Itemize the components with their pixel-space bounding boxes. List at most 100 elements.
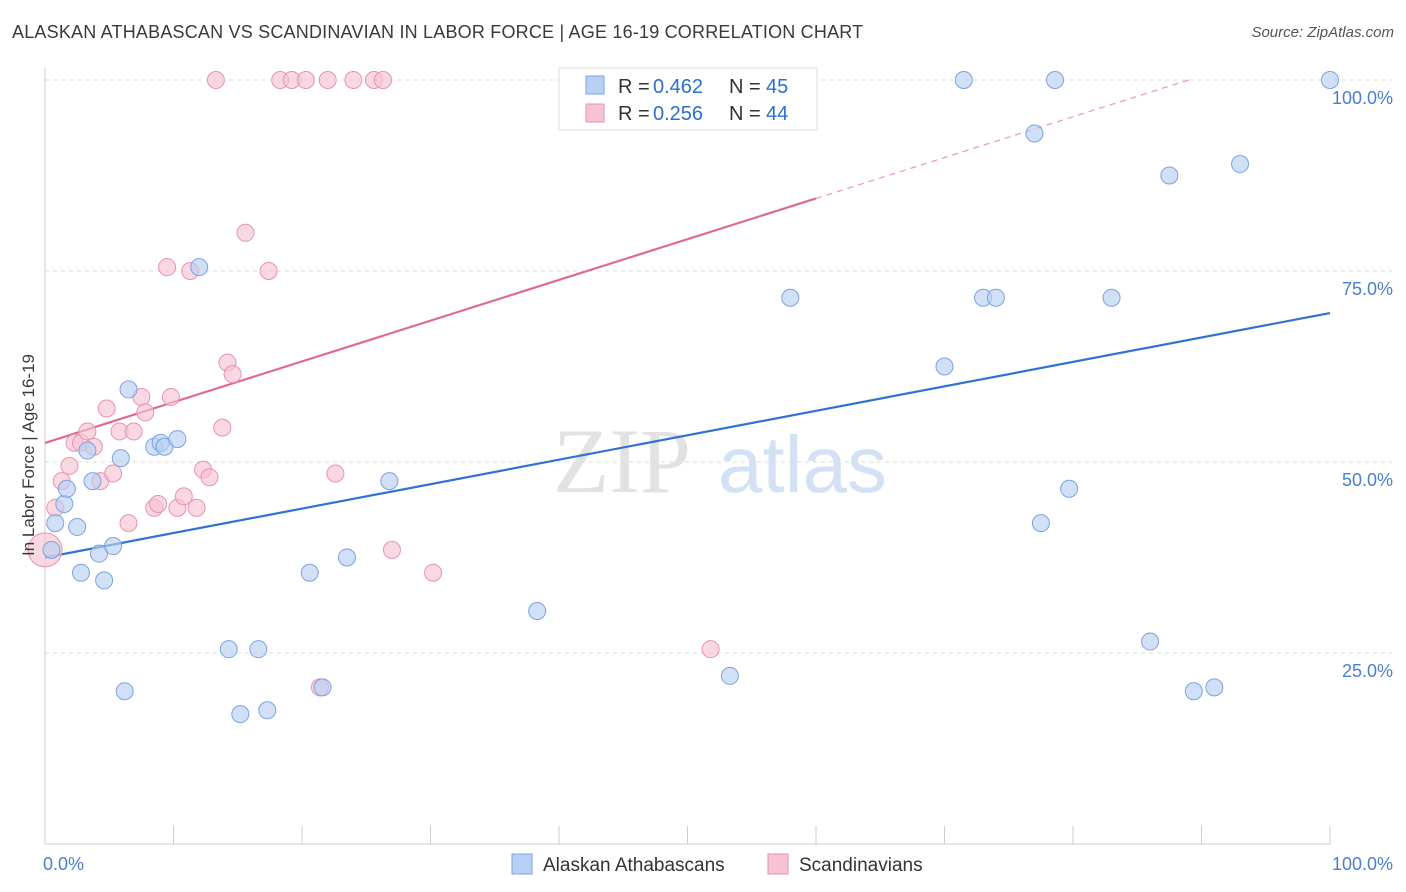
- point-scandinavian: [149, 495, 168, 514]
- legend-blue-n-label: N =: [729, 76, 761, 98]
- legend: R = 0.462 N = 45 R = 0.256 N = 44: [558, 67, 818, 131]
- point-scandinavian: [174, 487, 193, 506]
- point-alaskan-athabascan: [1231, 155, 1250, 174]
- point-scandinavian: [97, 399, 116, 418]
- point-scandinavian: [382, 540, 401, 559]
- bottom-legend-pink-label: Scandinavians: [799, 855, 923, 876]
- point-alaskan-athabascan: [46, 514, 65, 533]
- chart-title: ALASKAN ATHABASCAN VS SCANDINAVIAN IN LA…: [12, 22, 864, 42]
- bottom-legend-swatch-pink: [767, 853, 789, 875]
- point-alaskan-athabascan: [720, 666, 739, 685]
- point-alaskan-athabascan: [55, 495, 74, 514]
- legend-blue-r-value: 0.462: [653, 76, 703, 98]
- point-scandinavian: [318, 71, 337, 89]
- trend-line-pink: [44, 197, 817, 444]
- point-scandinavian: [200, 468, 219, 487]
- legend-pink-n-label: N =: [729, 103, 761, 125]
- point-alaskan-athabascan: [111, 449, 130, 468]
- y-tick-label: 100.0%: [1332, 88, 1393, 108]
- trend-line-blue: [44, 311, 1331, 559]
- trend-line-pink-extension: [815, 79, 1189, 199]
- point-alaskan-athabascan: [89, 544, 108, 563]
- point-scandinavian: [259, 262, 278, 280]
- point-scandinavian: [60, 456, 79, 475]
- point-alaskan-athabascan: [42, 540, 61, 559]
- point-alaskan-athabascan: [935, 357, 954, 376]
- point-alaskan-athabascan: [380, 472, 399, 491]
- point-alaskan-athabascan: [1102, 288, 1121, 307]
- y-tick-label: 50.0%: [1342, 470, 1393, 490]
- point-alaskan-athabascan: [337, 548, 356, 567]
- point-scandinavian: [213, 418, 232, 437]
- point-alaskan-athabascan: [83, 472, 102, 491]
- point-alaskan-athabascan: [190, 258, 209, 277]
- y-tick-label: 75.0%: [1342, 279, 1393, 299]
- point-alaskan-athabascan: [1321, 71, 1339, 89]
- bottom-legend: Alaskan Athabascans Scandinavians: [511, 853, 923, 876]
- point-scandinavian: [701, 640, 720, 659]
- point-alaskan-athabascan: [95, 571, 114, 590]
- chart-source: Source: ZipAtlas.com: [1251, 24, 1394, 41]
- point-scandinavian: [158, 258, 177, 277]
- point-scandinavian: [119, 514, 138, 533]
- point-scandinavian: [187, 498, 206, 517]
- point-alaskan-athabascan: [1060, 479, 1079, 498]
- point-alaskan-athabascan: [57, 479, 76, 498]
- point-scandinavian: [296, 71, 315, 89]
- legend-blue-r-label: R =: [618, 76, 650, 98]
- point-scandinavian: [161, 388, 180, 407]
- point-alaskan-athabascan: [1046, 71, 1065, 89]
- point-alaskan-athabascan: [115, 682, 134, 701]
- point-alaskan-athabascan: [781, 288, 800, 307]
- grid: 25.0% 50.0% 75.0% 100.0%: [45, 79, 1393, 681]
- bottom-legend-swatch-blue: [511, 853, 533, 875]
- point-alaskan-athabascan: [71, 563, 90, 582]
- point-alaskan-athabascan: [1205, 678, 1224, 697]
- point-alaskan-athabascan: [104, 537, 123, 556]
- point-scandinavian: [206, 71, 225, 89]
- point-alaskan-athabascan: [954, 71, 973, 89]
- y-axis-label: In Labor Force | Age 16-19: [19, 354, 38, 556]
- y-tick-label: 25.0%: [1342, 661, 1393, 681]
- legend-blue-n-value: 45: [766, 76, 788, 98]
- point-scandinavian: [124, 422, 143, 441]
- points: [27, 71, 1339, 724]
- legend-pink-r-value: 0.256: [653, 103, 703, 125]
- point-alaskan-athabascan: [249, 640, 268, 659]
- point-scandinavian: [223, 365, 242, 384]
- point-alaskan-athabascan: [1160, 166, 1179, 185]
- point-scandinavian: [373, 71, 392, 89]
- point-scandinavian: [78, 422, 97, 441]
- point-alaskan-athabascan: [1031, 514, 1050, 533]
- point-scandinavian: [104, 464, 123, 483]
- watermark-zip: ZIP: [553, 410, 691, 512]
- point-alaskan-athabascan: [1184, 682, 1203, 701]
- point-alaskan-athabascan: [68, 517, 87, 536]
- x-tick-label-end: 100.0%: [1332, 854, 1393, 874]
- point-alaskan-athabascan: [1141, 632, 1160, 651]
- axes: 0.0% 100.0%: [43, 68, 1393, 874]
- legend-pink-r-label: R =: [618, 103, 650, 125]
- point-alaskan-athabascan: [313, 678, 332, 697]
- legend-swatch-blue: [585, 75, 605, 95]
- point-alaskan-athabascan: [258, 701, 277, 720]
- point-alaskan-athabascan: [119, 380, 138, 399]
- point-alaskan-athabascan: [168, 430, 187, 449]
- watermark-atlas: atlas: [718, 420, 887, 509]
- point-scandinavian: [326, 464, 345, 483]
- legend-swatch-pink: [585, 103, 605, 123]
- point-alaskan-athabascan: [528, 601, 547, 620]
- point-scandinavian: [236, 223, 255, 242]
- point-alaskan-athabascan: [300, 563, 319, 582]
- point-scandinavian: [136, 403, 155, 422]
- point-scandinavian: [424, 563, 443, 582]
- point-alaskan-athabascan: [1025, 124, 1044, 143]
- legend-pink-n-value: 44: [766, 103, 788, 125]
- point-alaskan-athabascan: [986, 288, 1005, 307]
- point-scandinavian: [344, 71, 363, 89]
- point-alaskan-athabascan: [231, 705, 250, 724]
- point-alaskan-athabascan: [78, 441, 97, 460]
- point-alaskan-athabascan: [219, 640, 238, 659]
- x-tick-label-start: 0.0%: [43, 854, 84, 874]
